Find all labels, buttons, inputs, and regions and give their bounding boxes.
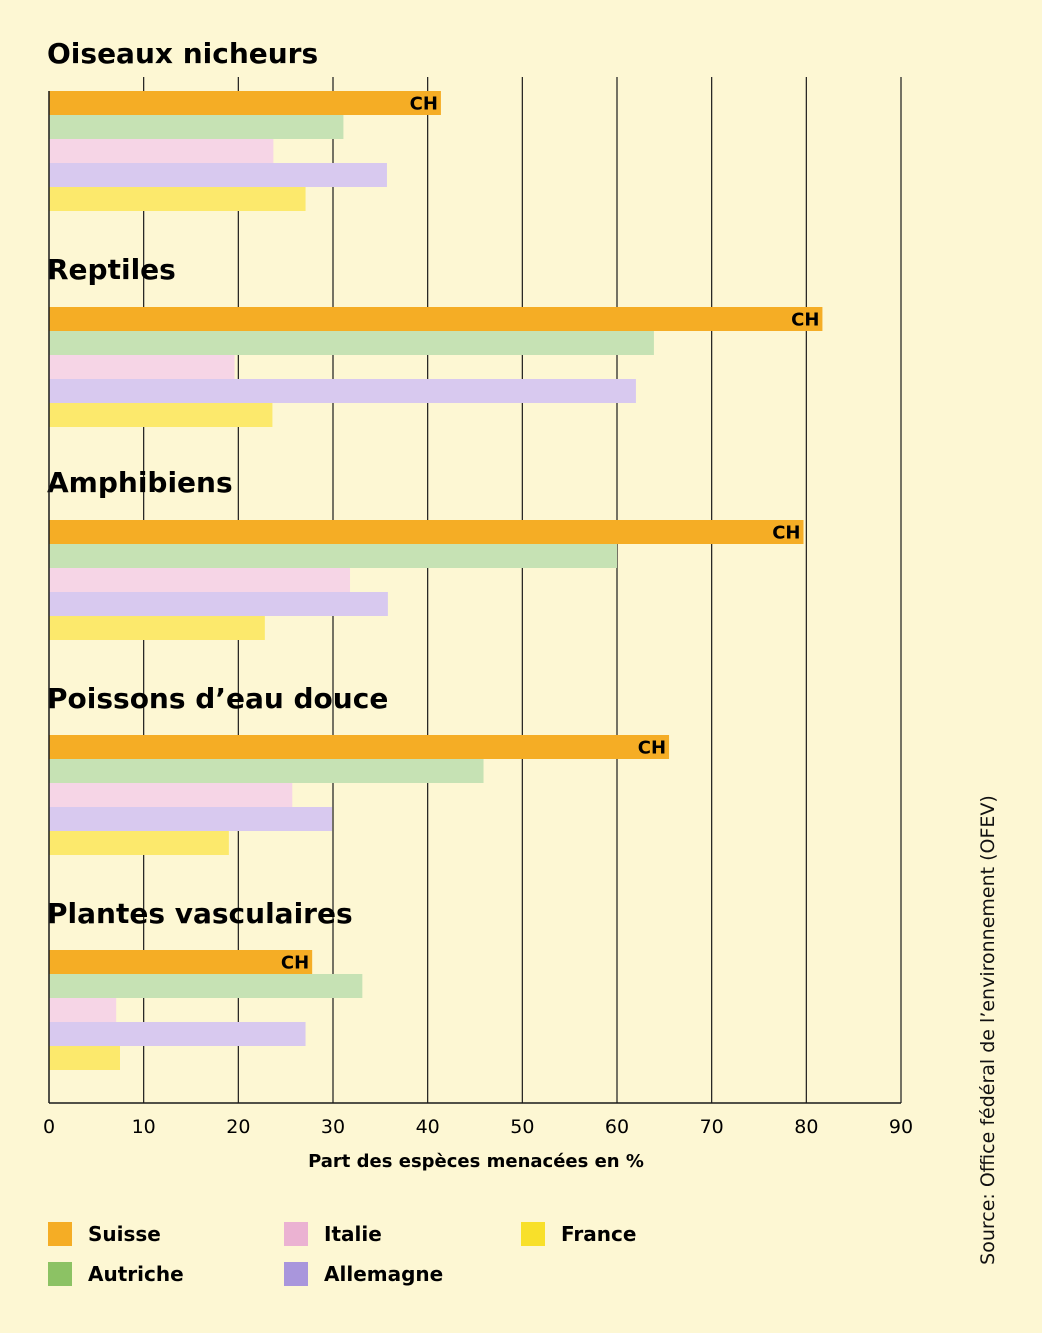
bar-label-reptiles: CH (791, 310, 819, 331)
legend-label-suisse: Suisse (88, 1222, 161, 1246)
legend-swatch-suisse (48, 1222, 72, 1246)
legend-label-autriche: Autriche (88, 1262, 184, 1286)
bar-amphibiens-allemagne (49, 592, 388, 616)
legend-item-suisse: Suisse (48, 1222, 161, 1246)
group-title-amphibiens: Amphibiens (47, 466, 233, 499)
x-tick-label-40: 40 (416, 1116, 440, 1138)
bar-amphibiens-suisse (49, 520, 804, 544)
bar-poissons-d-eau-douce-autriche (49, 759, 484, 783)
bar-plantes-vasculaires-suisse (49, 950, 313, 974)
chart-legend: Suisse Autriche Italie Allemagne France (48, 1222, 688, 1298)
bar-amphibiens-autriche (49, 544, 617, 568)
legend-item-allemagne: Allemagne (284, 1262, 443, 1286)
bar-plantes-vasculaires-autriche (49, 974, 363, 998)
bar-amphibiens-italie (49, 568, 351, 592)
bar-amphibiens-france (49, 616, 265, 640)
bar-oiseaux-nicheurs-italie (49, 139, 274, 163)
bar-reptiles-suisse (49, 307, 823, 331)
bar-reptiles-italie (49, 355, 235, 379)
bar-reptiles-autriche (49, 331, 654, 355)
bar-reptiles-france (49, 403, 273, 427)
bar-plantes-vasculaires-france (49, 1046, 120, 1070)
x-tick-label-50: 50 (510, 1116, 534, 1138)
bar-poissons-d-eau-douce-italie (49, 783, 293, 807)
group-title-oiseaux-nicheurs: Oiseaux nicheurs (47, 37, 318, 70)
bar-label-poissons-d-eau-douce: CH (638, 738, 666, 759)
legend-item-italie: Italie (284, 1222, 382, 1246)
x-tick-label-60: 60 (605, 1116, 629, 1138)
x-tick-label-10: 10 (132, 1116, 156, 1138)
x-tick-label-70: 70 (700, 1116, 724, 1138)
x-tick-label-30: 30 (321, 1116, 345, 1138)
bar-label-amphibiens: CH (772, 523, 800, 544)
bar-oiseaux-nicheurs-france (49, 187, 306, 211)
legend-item-france: France (521, 1222, 636, 1246)
bar-label-plantes-vasculaires: CH (281, 953, 309, 974)
x-tick-label-20: 20 (226, 1116, 250, 1138)
bar-label-oiseaux-nicheurs: CH (410, 94, 438, 115)
group-title-reptiles: Reptiles (47, 253, 176, 286)
source-note: Source: Office fédéral de l’environnemen… (977, 795, 999, 1265)
legend-swatch-autriche (48, 1262, 72, 1286)
legend-label-italie: Italie (324, 1222, 382, 1246)
x-tick-label-80: 80 (794, 1116, 818, 1138)
bar-plantes-vasculaires-allemagne (49, 1022, 306, 1046)
legend-swatch-italie (284, 1222, 308, 1246)
bar-poissons-d-eau-douce-france (49, 831, 229, 855)
x-tick-label-90: 90 (889, 1116, 913, 1138)
bar-plantes-vasculaires-italie (49, 998, 117, 1022)
group-title-plantes-vasculaires: Plantes vasculaires (47, 897, 353, 930)
group-title-poissons-d-eau-douce: Poissons d’eau douce (47, 682, 388, 715)
legend-item-autriche: Autriche (48, 1262, 184, 1286)
bar-poissons-d-eau-douce-suisse (49, 735, 670, 759)
bar-oiseaux-nicheurs-allemagne (49, 163, 387, 187)
legend-swatch-france (521, 1222, 545, 1246)
legend-swatch-allemagne (284, 1262, 308, 1286)
x-tick-label-0: 0 (43, 1116, 55, 1138)
bar-oiseaux-nicheurs-autriche (49, 115, 344, 139)
bar-oiseaux-nicheurs-suisse (49, 91, 441, 115)
legend-label-allemagne: Allemagne (324, 1262, 444, 1286)
x-axis-title: Part des espèces menacées en % (308, 1151, 644, 1172)
bar-reptiles-allemagne (49, 379, 636, 403)
legend-label-france: France (561, 1222, 637, 1246)
bar-poissons-d-eau-douce-allemagne (49, 807, 333, 831)
